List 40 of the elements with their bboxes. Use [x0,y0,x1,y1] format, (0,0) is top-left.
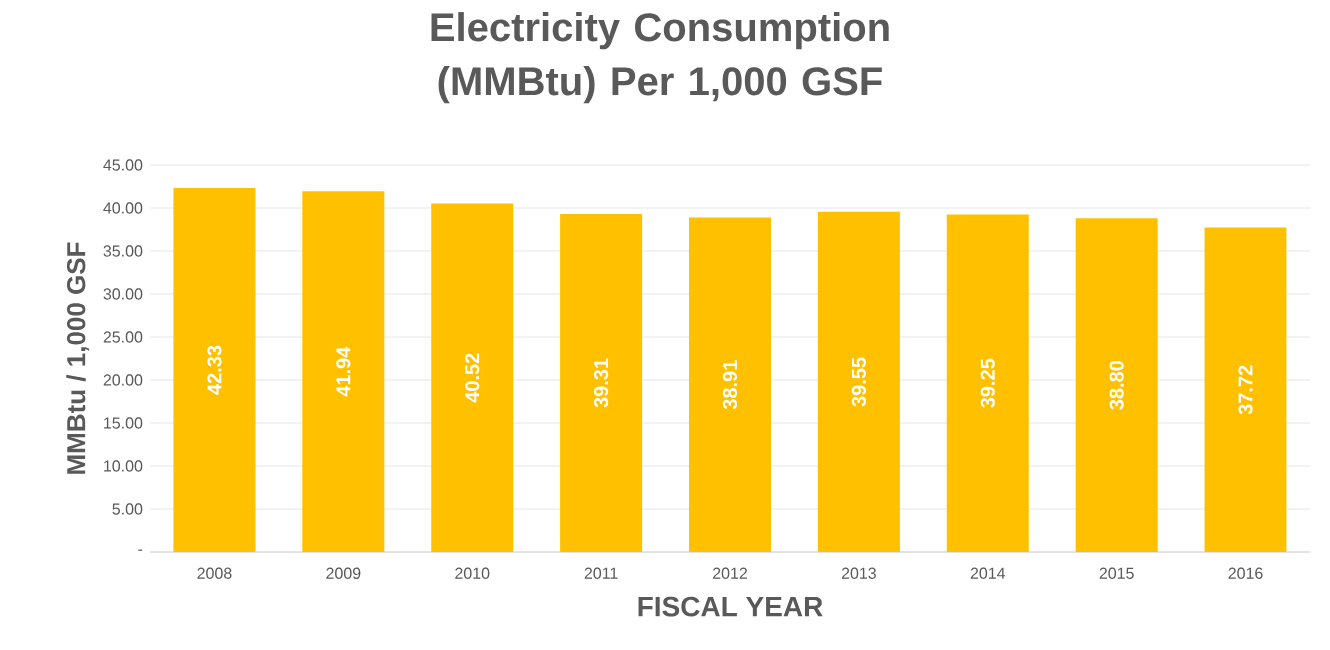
bar [560,213,643,552]
y-tick-label: 30.00 [103,288,143,300]
y-tick-label: 15.00 [104,417,143,429]
bar [1075,218,1158,552]
y-tick-label: 45.00 [103,159,143,171]
x-axis-title: FISCAL YEAR [638,596,823,617]
bar [302,191,385,552]
y-axis-title: MMBtu / 1,000 GSF [66,242,90,474]
data-label: 39.55 [851,357,866,407]
x-tick-label: 2008 [197,567,232,579]
y-tick-label: 10.00 [104,460,143,472]
bar [431,203,514,552]
x-tick-label: 2012 [713,567,747,579]
x-tick-label: 2009 [326,567,361,579]
y-tick-label: 5.00 [112,503,143,515]
data-label: 38.80 [1109,360,1124,410]
y-tick-label: 20.00 [103,374,143,386]
bar [817,211,900,552]
y-tick-label: 35.00 [103,245,143,257]
data-label: 38.91 [722,360,738,410]
y-tick-label: - [138,549,143,551]
data-label: 41.94 [336,346,351,397]
data-label: 39.31 [594,358,609,408]
y-tick-label: 25.00 [103,331,143,343]
bar [689,217,771,552]
data-label: 42.33 [207,345,222,395]
x-tick-label: 2014 [970,567,1006,579]
chart-title: Electricity Consumption (MMBtu) Per 1,000 GSF [431,12,889,104]
bar [946,214,1029,552]
data-label: 40.52 [465,353,480,403]
x-tick-label: 2016 [1228,567,1263,579]
data-label: 37.72 [1238,365,1253,415]
data-label: 39.25 [980,358,995,408]
y-tick-label: 40.00 [103,202,143,214]
x-tick-label: 2015 [1099,567,1134,579]
bar [173,187,256,552]
bar [1204,227,1287,552]
x-tick-label: 2013 [841,567,876,579]
x-tick-label: 2010 [455,567,490,579]
x-tick-label: 2011 [584,567,618,579]
